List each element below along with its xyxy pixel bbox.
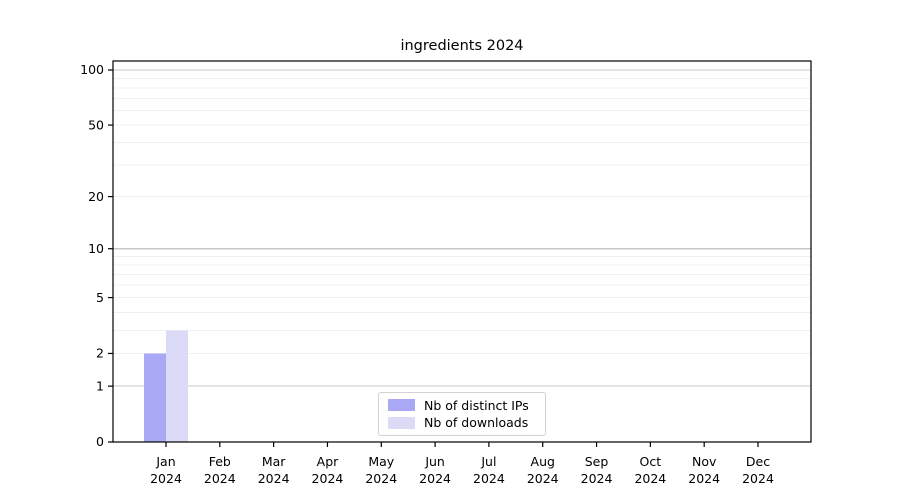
legend-swatch-downloads-icon: [388, 416, 415, 429]
x-tick-label-year: 2024: [634, 471, 666, 486]
bar: [166, 330, 188, 442]
x-tick-label-year: 2024: [527, 471, 559, 486]
bar: [144, 353, 166, 442]
legend-label-distinct-ips: Nb of distinct IPs: [424, 397, 529, 413]
x-tick-label-year: 2024: [419, 471, 451, 486]
x-tick-label-month: May: [368, 454, 394, 469]
y-tick-label: 5: [96, 290, 104, 305]
x-tick-label-month: Sep: [585, 454, 609, 469]
y-tick-label: 20: [88, 189, 104, 204]
plot-border: [112, 60, 812, 443]
legend: Nb of distinct IPs Nb of downloads: [378, 392, 546, 436]
x-tick-label-year: 2024: [581, 471, 613, 486]
y-tick-label: 50: [88, 117, 104, 132]
x-tick-label-year: 2024: [473, 471, 505, 486]
y-tick-label: 10: [88, 241, 104, 256]
legend-item-distinct-ips: Nb of distinct IPs: [388, 398, 536, 413]
legend-label-downloads: Nb of downloads: [424, 415, 529, 431]
x-tick-label-month: Oct: [640, 454, 662, 469]
x-tick-label-month: Aug: [531, 454, 555, 469]
chart-title: ingredients 2024: [400, 38, 524, 54]
x-tick-label-year: 2024: [204, 471, 236, 486]
legend-swatch-distinct-ips-icon: [388, 399, 415, 412]
x-tick-label-year: 2024: [312, 471, 344, 486]
y-tick-label: 100: [80, 62, 104, 77]
x-tick-label-year: 2024: [365, 471, 397, 486]
y-tick-label: 2: [96, 346, 104, 361]
x-tick-label-month: Mar: [262, 454, 286, 469]
x-tick-label-month: Dec: [746, 454, 770, 469]
x-tick-label-month: Jun: [424, 454, 445, 469]
y-tick-label: 1: [96, 378, 104, 393]
x-tick-label-month: Nov: [692, 454, 717, 469]
x-tick-label-month: Jan: [155, 454, 175, 469]
x-tick-label-year: 2024: [742, 471, 774, 486]
legend-item-downloads: Nb of downloads: [388, 415, 536, 430]
x-tick-label-year: 2024: [150, 471, 182, 486]
y-tick-label: 0: [96, 434, 104, 449]
x-tick-label-month: Jul: [480, 454, 496, 469]
x-tick-label-year: 2024: [688, 471, 720, 486]
x-tick-label-month: Feb: [209, 454, 231, 469]
x-tick-label-month: Apr: [317, 454, 339, 469]
x-tick-label-year: 2024: [258, 471, 290, 486]
